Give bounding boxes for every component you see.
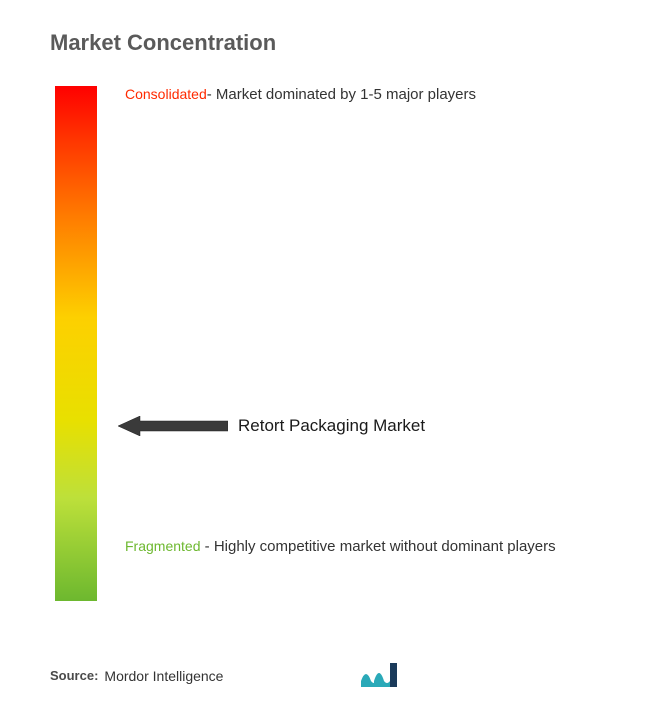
gradient-scale-bar	[55, 86, 97, 601]
consolidated-desc: - Market dominated by 1-5 major players	[207, 86, 476, 103]
arrow-left-icon	[118, 416, 228, 436]
page-title: Market Concentration	[50, 30, 598, 56]
mordor-logo-icon	[360, 659, 398, 692]
source-label: Source:	[50, 668, 98, 683]
consolidated-key: Consolidated	[125, 86, 207, 102]
source-value: Mordor Intelligence	[104, 668, 223, 684]
source-row: Source: Mordor Intelligence	[50, 659, 598, 692]
fragmented-key: Fragmented	[125, 538, 200, 554]
consolidated-label: Consolidated- Market dominated by 1-5 ma…	[125, 86, 598, 104]
fragmented-label: Fragmented - Highly competitive market w…	[125, 538, 598, 556]
concentration-chart: Consolidated- Market dominated by 1-5 ma…	[50, 86, 598, 616]
market-marker: Retort Packaging Market	[118, 416, 425, 436]
market-marker-label: Retort Packaging Market	[238, 416, 425, 436]
fragmented-desc: - Highly competitive market without domi…	[200, 538, 555, 555]
